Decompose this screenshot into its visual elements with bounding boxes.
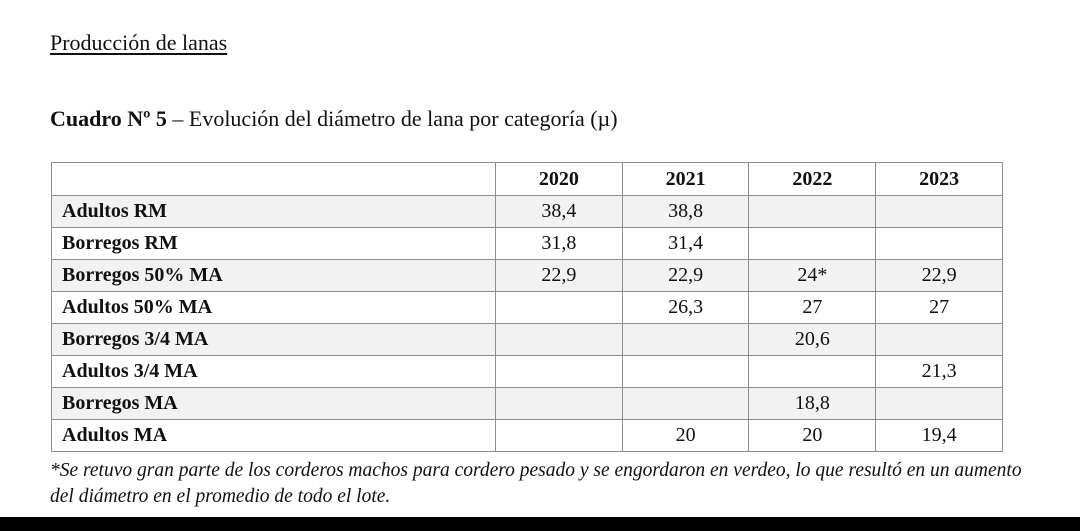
value-cell-2023 — [875, 323, 1003, 356]
value-cell-2022: 20 — [748, 419, 877, 452]
row-category-cell: Borregos 50% MA — [51, 259, 496, 292]
value-cell-2023 — [875, 227, 1003, 260]
value-cell-2020 — [494, 323, 623, 356]
value-cell-2020: 38,4 — [494, 195, 623, 228]
bottom-black-bar — [0, 517, 1080, 531]
value-cell-2023: 19,4 — [875, 419, 1003, 452]
row-category-cell: Adultos 50% MA — [51, 291, 496, 324]
table-caption-label: Cuadro Nº 5 — [50, 106, 167, 131]
header-cell-2021: 2021 — [621, 162, 750, 196]
header-cell-2023: 2023 — [875, 162, 1003, 196]
value-cell-2022 — [748, 195, 877, 228]
table-body: Adultos RM 38,4 38,8 Borregos RM 31,8 31,4 Bor… — [51, 195, 1003, 452]
row-category-cell: Adultos MA — [51, 419, 496, 452]
value-cell-2022 — [748, 355, 877, 388]
value-cell-2022: 18,8 — [748, 387, 877, 420]
value-cell-2023: 21,3 — [875, 355, 1003, 388]
value-cell-2020 — [494, 355, 623, 388]
value-cell-2021 — [621, 387, 750, 420]
table-row: Borregos MA 18,8 — [51, 387, 1003, 420]
value-cell-2021: 31,4 — [621, 227, 750, 260]
value-cell-2021 — [621, 355, 750, 388]
value-cell-2021: 38,8 — [621, 195, 750, 228]
value-cell-2023 — [875, 195, 1003, 228]
value-cell-2022 — [748, 227, 877, 260]
value-cell-2023: 27 — [875, 291, 1003, 324]
value-cell-2020 — [494, 419, 623, 452]
row-category-cell: Adultos RM — [51, 195, 496, 228]
table-row: Adultos 3/4 MA 21,3 — [51, 355, 1003, 388]
value-cell-2020 — [494, 291, 623, 324]
value-cell-2021: 20 — [621, 419, 750, 452]
header-cell-2020: 2020 — [494, 162, 623, 196]
table-caption-text: – Evolución del diámetro de lana por cat… — [166, 106, 618, 131]
table-row: Borregos 3/4 MA 20,6 — [51, 323, 1003, 356]
table-caption: Cuadro Nº 5 – Evolución del diámetro de … — [50, 106, 618, 132]
row-category-cell: Adultos 3/4 MA — [51, 355, 496, 388]
row-category-cell: Borregos MA — [51, 387, 496, 420]
table-header-row: 2020 2021 2022 2023 — [51, 162, 1003, 196]
value-cell-2020 — [494, 387, 623, 420]
table-row: Adultos 50% MA 26,3 27 27 — [51, 291, 1003, 324]
row-category-cell: Borregos RM — [51, 227, 496, 260]
table-row: Borregos RM 31,8 31,4 — [51, 227, 1003, 260]
header-cell-2022: 2022 — [748, 162, 877, 196]
value-cell-2022: 27 — [748, 291, 877, 324]
table-row: Borregos 50% MA 22,9 22,9 24* 22,9 — [51, 259, 1003, 292]
diameter-table: 2020 2021 2022 2023 Adultos RM 38,4 38,8 Bo… — [51, 162, 1003, 452]
value-cell-2020: 22,9 — [494, 259, 623, 292]
value-cell-2023: 22,9 — [875, 259, 1003, 292]
value-cell-2021 — [621, 323, 750, 356]
value-cell-2023 — [875, 387, 1003, 420]
section-title: Producción de lanas — [50, 30, 228, 55]
row-category-cell: Borregos 3/4 MA — [51, 323, 496, 356]
value-cell-2022: 20,6 — [748, 323, 877, 356]
table-row: Adultos RM 38,4 38,8 — [51, 195, 1003, 228]
value-cell-2021: 22,9 — [621, 259, 750, 292]
table-row: Adultos MA 20 20 19,4 — [51, 419, 1003, 452]
value-cell-2020: 31,8 — [494, 227, 623, 260]
header-cell-category — [51, 162, 496, 196]
value-cell-2021: 26,3 — [621, 291, 750, 324]
value-cell-2022: 24* — [748, 259, 877, 292]
footnote: *Se retuvo gran parte de los corderos ma… — [50, 460, 1022, 507]
